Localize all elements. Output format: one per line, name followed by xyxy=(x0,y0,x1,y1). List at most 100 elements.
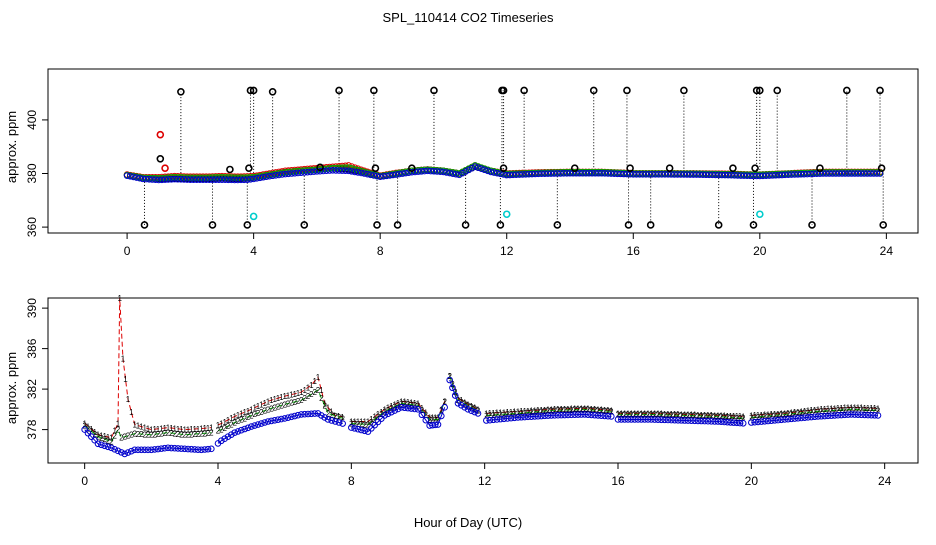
bottom-point-green: 2 xyxy=(409,400,414,409)
bottom-point-green: 2 xyxy=(725,413,730,422)
top-point-blue xyxy=(813,170,821,178)
top-point-blue xyxy=(778,171,786,179)
bottom-point-red: 1 xyxy=(476,405,481,414)
bottom-point-red: 1 xyxy=(139,423,144,432)
bottom-point-green: 2 xyxy=(239,416,244,425)
x-axis-title: Hour of Day (UTC) xyxy=(414,515,522,530)
bottom-point-red: 1 xyxy=(539,406,544,415)
bottom-point-blue xyxy=(261,419,268,426)
top-point-blue xyxy=(535,170,542,178)
top-point-blue xyxy=(797,170,805,178)
bottom-point-green: 2 xyxy=(809,408,814,417)
bottom-point-blue xyxy=(624,416,632,423)
top-point-blue xyxy=(557,170,564,177)
bottom-point-blue xyxy=(798,414,805,422)
bottom-point-red: 1 xyxy=(259,400,264,409)
top-outlier-cyan-point xyxy=(756,210,764,219)
bottom-point-green: 2 xyxy=(692,412,697,421)
bottom-point-blue xyxy=(98,441,105,449)
bottom-point-red: 1 xyxy=(329,407,334,416)
bottom-point-blue xyxy=(648,416,655,423)
top-point-blue xyxy=(443,169,450,176)
top-point-blue xyxy=(212,176,219,183)
bottom-point-blue xyxy=(161,444,168,452)
top-point-blue xyxy=(693,171,700,178)
bottom-point-red: 1 xyxy=(606,406,611,415)
bottom-point-green: 2 xyxy=(629,410,634,419)
top-point-blue xyxy=(332,167,340,174)
bottom-point-red: 1 xyxy=(199,425,204,434)
bottom-point-red: 1 xyxy=(352,417,357,426)
bottom-point-blue xyxy=(714,418,722,425)
bottom-point-blue xyxy=(768,417,775,424)
top-point-blue xyxy=(414,168,422,175)
top-point-blue xyxy=(610,170,618,177)
top-outlier-low-point xyxy=(140,221,149,229)
bottom-point-green: 2 xyxy=(424,411,429,420)
top-outlier-mid-point xyxy=(371,164,380,172)
top-point-blue xyxy=(762,172,770,179)
top-outlier-low-point xyxy=(496,221,505,229)
bottom-point-green: 2 xyxy=(484,411,489,420)
bottom-point-blue xyxy=(594,412,602,419)
bottom-point-green: 2 xyxy=(662,411,667,420)
bottom-point-red: 1 xyxy=(466,400,471,409)
bottom-point-blue xyxy=(468,407,475,414)
top-point-blue xyxy=(281,170,289,178)
bottom-point-blue xyxy=(284,414,292,421)
bottom-point-red: 1 xyxy=(602,406,607,415)
top-point-blue xyxy=(462,168,469,175)
bottom-point-red: 1 xyxy=(822,405,827,414)
bottom-point-blue xyxy=(641,416,648,423)
bottom-point-blue xyxy=(134,446,142,454)
top-point-blue xyxy=(737,172,745,179)
bottom-point-green: 2 xyxy=(333,412,338,421)
bottom-point-green: 2 xyxy=(869,406,874,415)
bottom-y-tick-label: 390 xyxy=(25,298,39,318)
bottom-point-red: 1 xyxy=(196,425,201,434)
bottom-point-blue xyxy=(318,412,325,419)
bottom-point-blue xyxy=(181,445,188,453)
bottom-point-green: 2 xyxy=(649,410,654,419)
bottom-point-blue xyxy=(771,417,778,424)
bottom-point-green: 2 xyxy=(782,410,787,419)
bottom-point-green: 2 xyxy=(819,407,824,416)
bottom-point-red: 1 xyxy=(282,392,287,401)
bottom-point-red: 1 xyxy=(399,397,404,406)
bottom-point-red: 1 xyxy=(166,424,171,433)
bottom-point-red: 1 xyxy=(792,408,797,417)
bottom-point-red: 1 xyxy=(382,405,387,414)
top-outlier-mid-point xyxy=(665,164,674,172)
top-point-blue xyxy=(516,171,523,178)
bottom-point-green: 2 xyxy=(682,411,687,420)
bottom-point-blue xyxy=(251,422,258,429)
bottom-point-green: 2 xyxy=(826,407,831,416)
bottom-point-blue xyxy=(268,417,275,425)
bottom-point-blue xyxy=(554,411,562,419)
bottom-point-green: 2 xyxy=(319,394,324,403)
top-point-blue xyxy=(781,171,789,179)
top-outlier-mid-point xyxy=(156,154,165,163)
bottom-point-green: 2 xyxy=(626,410,631,419)
bottom-point-blue xyxy=(461,404,468,411)
bottom-point-blue xyxy=(720,418,728,426)
bottom-point-red: 1 xyxy=(179,425,184,434)
bottom-point-blue xyxy=(661,416,668,424)
bottom-point-green: 2 xyxy=(276,402,281,411)
bottom-point-blue xyxy=(198,446,205,454)
bottom-point-red: 1 xyxy=(159,424,164,433)
bottom-point-green: 2 xyxy=(109,438,114,447)
bottom-series-line-blue xyxy=(449,379,479,414)
top-outlier-high-point xyxy=(335,86,343,95)
bottom-point-red: 1 xyxy=(226,416,231,425)
bottom-point-blue xyxy=(438,412,445,420)
top-point-blue xyxy=(686,171,694,178)
bottom-series-line-red xyxy=(217,375,343,426)
bottom-point-blue xyxy=(348,424,355,431)
bottom-point-blue xyxy=(281,415,288,422)
bottom-point-red: 1 xyxy=(802,407,807,416)
bottom-point-red: 1 xyxy=(469,402,474,411)
bottom-point-blue xyxy=(221,435,228,443)
bottom-point-red: 1 xyxy=(427,413,432,422)
